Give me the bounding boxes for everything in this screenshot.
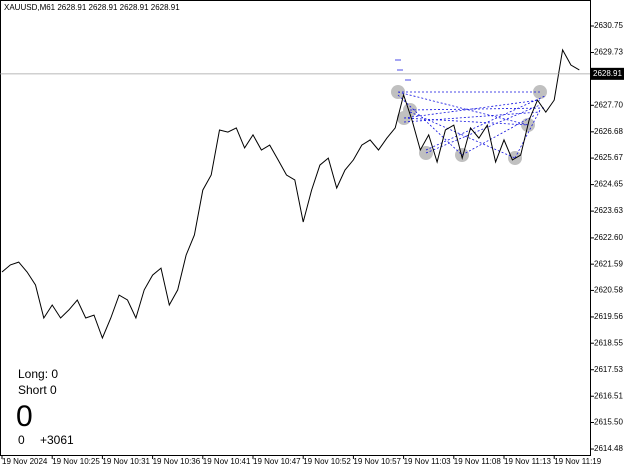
x-tick-label: 19 Nov 11:08	[454, 457, 502, 466]
short-count: Short 0	[18, 383, 57, 397]
x-tick-label: 19 Nov 10:36	[153, 457, 201, 466]
big-count: 0	[16, 400, 33, 433]
trade-link	[397, 91, 546, 159]
y-tick-label: 2622.60	[594, 233, 623, 242]
x-tick-label: 19 Nov 10:57	[353, 457, 401, 466]
y-tick-label: 2627.70	[594, 100, 623, 109]
left-value: 0	[18, 433, 25, 447]
y-tick-label: 2629.73	[594, 48, 623, 57]
y-tick-label: 2614.48	[594, 444, 623, 453]
current-price-label: 2628.91	[593, 69, 622, 78]
current-price-box	[591, 67, 624, 80]
trade-panel: Long: 0 Short 0 0 0 +3061	[16, 367, 74, 447]
x-tick-label: 19 Nov 10:25	[52, 457, 100, 466]
x-tick-label: 19 Nov 11:13	[504, 457, 552, 466]
y-tick-label: 2615.50	[594, 418, 623, 427]
x-tick-label: 19 Nov 11:03	[404, 457, 452, 466]
y-tick-label: 2630.75	[594, 21, 623, 30]
y-tick-label: 2620.58	[594, 286, 623, 295]
chart-header: XAUUSD,M61 2628.91 2628.91 2628.91 2628.…	[4, 3, 180, 12]
y-tick-label: 2626.68	[594, 127, 623, 136]
x-tick-label: 19 Nov 10:31	[102, 457, 150, 466]
y-tick-label: 2623.63	[594, 206, 623, 215]
pending-order	[395, 59, 411, 81]
x-tick-label: 19 Nov 11:19	[554, 457, 602, 466]
y-tick-label: 2616.51	[594, 391, 623, 400]
x-tick-label: 19 Nov 10:41	[203, 457, 251, 466]
plot-frame	[0, 0, 591, 456]
profit-value: +3061	[40, 433, 74, 447]
y-tick-label: 2621.59	[594, 259, 623, 268]
y-tick-label: 2625.67	[594, 153, 623, 162]
y-tick-label: 2619.56	[594, 312, 623, 321]
long-count: Long: 0	[18, 367, 58, 381]
price-line	[1, 48, 580, 340]
x-tick-label: 19 Nov 10:52	[303, 457, 351, 466]
y-tick-label: 2617.53	[594, 365, 623, 374]
x-tick-label: 19 Nov 2024	[2, 457, 48, 466]
x-tick-label: 19 Nov 10:47	[253, 457, 301, 466]
y-tick-label: 2618.55	[594, 338, 623, 347]
y-tick-label: 2624.65	[594, 180, 623, 189]
